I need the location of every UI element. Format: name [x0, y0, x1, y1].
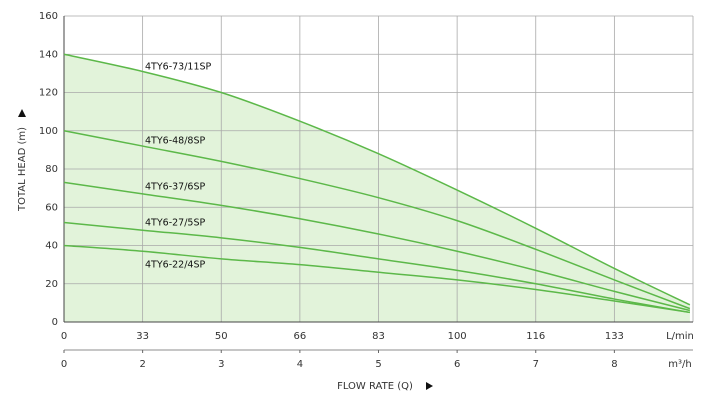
- curve-label: 4TY6-27/5SP: [145, 218, 205, 229]
- y-tick-label: 80: [45, 164, 58, 175]
- x-tick-label: 7: [533, 359, 539, 370]
- y-tick-label: 120: [39, 88, 58, 99]
- area: [64, 54, 690, 322]
- x-tick-label: 3: [218, 359, 224, 370]
- x2-unit: L/min: [666, 331, 694, 342]
- x-tick-label: 6: [454, 359, 460, 370]
- y-tick-label: 140: [39, 49, 58, 60]
- x2-tick-label: 33: [136, 331, 149, 342]
- x-tick-label: 8: [611, 359, 617, 370]
- x2-tick-label: 83: [372, 331, 385, 342]
- x2-tick-label: 50: [215, 331, 228, 342]
- curve: [63, 244, 690, 314]
- curve-label: 4TY6-37/6SP: [145, 182, 205, 193]
- x-tick-label: 2: [139, 359, 145, 370]
- x-unit: m³/h: [668, 359, 691, 370]
- x2-tick-label: 66: [294, 331, 307, 342]
- y-axis-label: TOTAL HEAD (m): [17, 127, 28, 212]
- y-tick-label: 0: [52, 317, 58, 328]
- curve: [63, 221, 690, 314]
- curve-label: 4TY6-73/11SP: [145, 62, 212, 73]
- curve: [63, 130, 691, 310]
- x2-tick-label: 116: [526, 331, 545, 342]
- curve-label: 4TY6-22/4SP: [145, 260, 205, 271]
- y-tick-label: 40: [45, 241, 58, 252]
- y-tick-label: 20: [45, 279, 58, 290]
- y-tick-label: 60: [45, 202, 58, 213]
- x2-tick-label: 133: [605, 331, 624, 342]
- curve-label: 4TY6-48/8SP: [145, 136, 205, 147]
- x2-tick-label: 100: [448, 331, 467, 342]
- x-tick-label: 4: [297, 359, 303, 370]
- x2-tick-label: 0: [61, 331, 67, 342]
- y-tick-label: 100: [39, 126, 58, 137]
- x-axis-label: FLOW RATE (Q): [337, 381, 413, 392]
- curve: [63, 53, 691, 306]
- curve: [63, 181, 691, 312]
- x-tick-label: 5: [375, 359, 381, 370]
- x-arrow: [426, 382, 433, 390]
- x-tick-label: 0: [61, 359, 67, 370]
- y-arrow: [18, 109, 26, 117]
- y-tick-label: 160: [39, 11, 58, 22]
